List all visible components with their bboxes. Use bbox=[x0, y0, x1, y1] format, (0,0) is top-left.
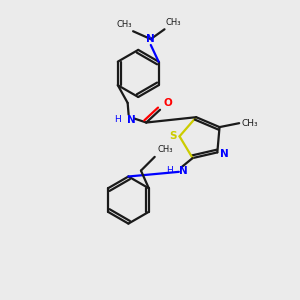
Text: N: N bbox=[179, 166, 188, 176]
Text: N: N bbox=[127, 115, 135, 124]
Text: H: H bbox=[166, 167, 173, 176]
Text: H: H bbox=[114, 115, 121, 124]
Text: CH₃: CH₃ bbox=[166, 18, 181, 27]
Text: CH₃: CH₃ bbox=[241, 119, 258, 128]
Text: CH₃: CH₃ bbox=[117, 20, 132, 29]
Text: CH₃: CH₃ bbox=[158, 145, 173, 154]
Text: N: N bbox=[146, 34, 155, 44]
Text: O: O bbox=[164, 98, 173, 108]
Text: N: N bbox=[220, 149, 229, 159]
Text: S: S bbox=[169, 131, 176, 141]
